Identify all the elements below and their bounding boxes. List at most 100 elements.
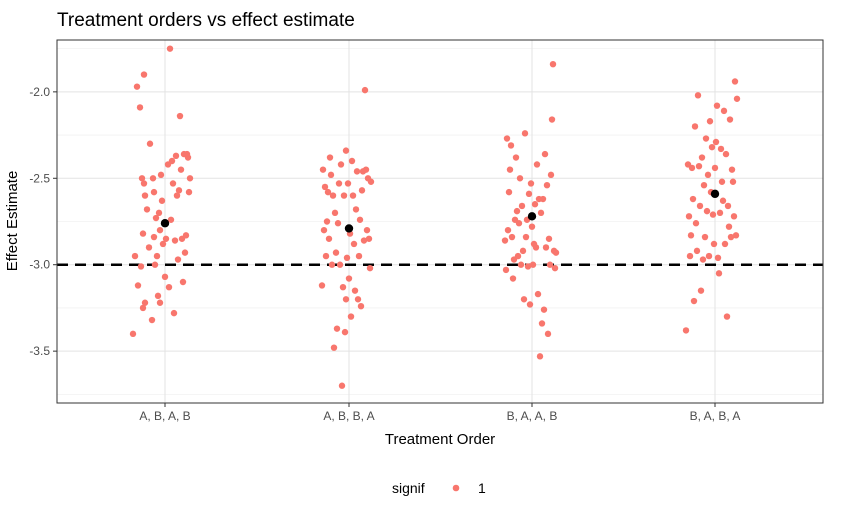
data-point: [355, 252, 363, 260]
data-point: [137, 263, 145, 270]
data-point: [323, 218, 331, 225]
data-point: [702, 135, 710, 142]
data-point: [138, 175, 146, 182]
data-point: [539, 195, 547, 203]
data-point: [682, 327, 690, 334]
data-point: [528, 223, 536, 230]
data-point: [695, 162, 703, 170]
data-point: [709, 211, 717, 218]
data-point: [552, 249, 560, 256]
data-point: [337, 161, 345, 168]
data-point: [531, 201, 539, 208]
data-point: [146, 140, 154, 147]
data-point: [520, 296, 528, 303]
data-point: [524, 263, 532, 270]
data-point: [687, 232, 695, 239]
data-point: [150, 188, 158, 196]
data-point: [343, 254, 351, 261]
y-tick-label: -2.0: [29, 85, 50, 99]
data-point: [699, 256, 707, 263]
data-point: [340, 192, 348, 199]
data-point: [185, 188, 193, 196]
data-point: [716, 209, 724, 217]
data-point: [349, 192, 357, 199]
data-point: [335, 180, 343, 187]
data-point: [547, 171, 555, 179]
data-point: [512, 154, 520, 161]
data-point: [141, 192, 149, 199]
data-point: [319, 166, 327, 173]
data-point: [350, 240, 358, 248]
data-point: [131, 252, 139, 260]
data-point: [362, 166, 370, 173]
data-point: [328, 261, 336, 268]
data-point: [145, 244, 153, 251]
data-point: [541, 150, 549, 158]
data-point: [330, 344, 338, 351]
data-point: [184, 154, 192, 161]
data-point: [175, 187, 183, 194]
legend: signif 1: [392, 480, 486, 496]
data-point: [166, 45, 174, 52]
data-point: [537, 209, 545, 217]
data-point: [732, 232, 740, 239]
data-point: [322, 252, 330, 260]
data-point: [162, 235, 170, 242]
data-point: [692, 220, 700, 227]
data-point: [723, 313, 731, 320]
data-point: [509, 275, 517, 282]
data-point: [167, 216, 175, 223]
data-point: [318, 282, 326, 289]
data-point: [733, 95, 741, 102]
data-point: [517, 261, 525, 268]
data-point: [353, 168, 361, 175]
data-point: [156, 299, 164, 306]
legend-label: 1: [478, 480, 486, 496]
data-point: [344, 180, 352, 187]
data-point: [153, 252, 161, 260]
mean-point: [344, 224, 354, 233]
data-point: [156, 226, 164, 234]
data-point: [525, 190, 533, 198]
data-point: [179, 278, 187, 286]
data-point: [516, 175, 524, 182]
data-point: [342, 147, 350, 154]
data-point: [532, 244, 540, 251]
data-point: [711, 164, 719, 172]
data-point: [354, 296, 362, 303]
data-point: [726, 116, 734, 123]
data-point: [502, 266, 510, 274]
data-point: [186, 175, 194, 182]
data-point: [367, 178, 375, 185]
data-point: [536, 353, 544, 360]
data-point: [326, 154, 334, 161]
data-point: [506, 166, 514, 173]
data-point: [501, 237, 509, 244]
data-point: [542, 244, 550, 251]
data-point: [503, 135, 511, 142]
data-points: [129, 45, 741, 389]
data-point: [513, 207, 521, 215]
data-point: [352, 206, 360, 213]
legend-key: [452, 484, 460, 492]
data-point: [358, 187, 366, 194]
data-point: [504, 226, 512, 234]
data-point: [728, 166, 736, 173]
data-point: [325, 235, 333, 242]
data-point: [685, 213, 693, 220]
data-point: [332, 249, 340, 256]
data-point: [551, 264, 559, 272]
data-point: [546, 261, 554, 268]
data-point: [348, 157, 356, 165]
y-tick-label: -3.5: [29, 344, 50, 358]
data-point: [549, 60, 557, 68]
x-tick-label: A, B, B, A: [323, 409, 374, 423]
data-point: [150, 233, 158, 241]
data-point: [139, 304, 147, 312]
data-point: [134, 282, 142, 289]
data-point: [725, 223, 733, 230]
data-point: [508, 233, 516, 241]
data-point: [342, 296, 350, 303]
data-point: [334, 220, 342, 227]
data-point: [519, 247, 527, 255]
